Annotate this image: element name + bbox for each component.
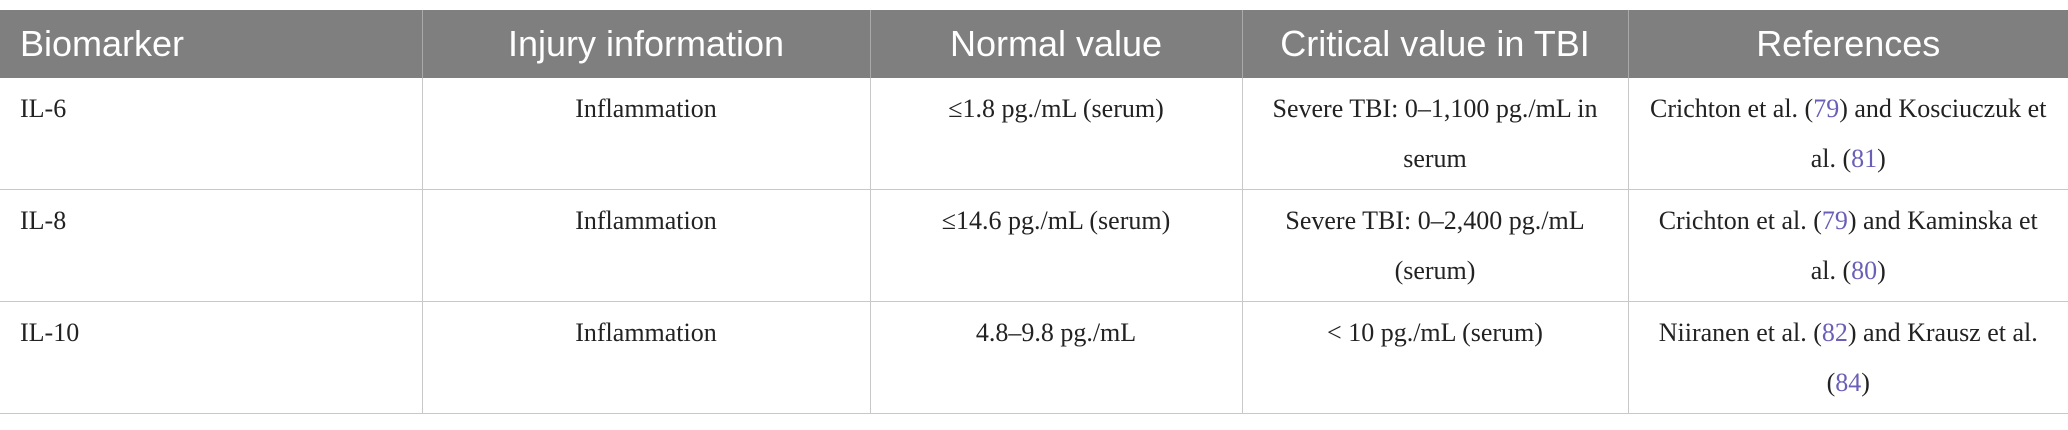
cell: Inflammation — [421, 189, 870, 302]
cell: Severe TBI: 0–1,100 pg./mL in serum — [1241, 78, 1628, 190]
table-row: IL-8 Inflammation ≤14.6 pg./mL (serum) Seve… — [0, 189, 2068, 302]
reference-link[interactable]: 80 — [1851, 256, 1878, 285]
text: ) and Kosciuczuk et al. ( — [1810, 94, 2047, 173]
text: Crichton et al. ( — [1658, 206, 1822, 235]
header-cell: Biomarker — [0, 10, 422, 78]
cell: ≤1.8 pg./mL (serum) — [869, 78, 1242, 190]
cell: IL-6 — [0, 78, 422, 190]
reference-link[interactable]: 81 — [1851, 144, 1878, 173]
cell: Crichton et al. (79) and Kosciuczuk et a… — [1627, 78, 2068, 190]
text: Niiranen et al. ( — [1658, 318, 1822, 347]
cell: ≤14.6 pg./mL (serum) — [869, 189, 1242, 302]
reference-link[interactable]: 79 — [1821, 206, 1848, 235]
cell: Niiranen et al. (82) and Krausz et al. (… — [1627, 301, 2068, 414]
header-cell: References — [1627, 10, 2068, 78]
header-row: Biomarker Injury information Normal value C… — [0, 10, 2068, 78]
cell: Inflammation — [421, 78, 870, 190]
table-row: IL-6 Inflammation ≤1.8 pg./mL (serum) Sever… — [0, 78, 2068, 190]
cell: IL-8 — [0, 189, 422, 302]
table: Biomarker Injury information Normal value C… — [0, 10, 2068, 414]
table-container: Biomarker Injury information Normal value C… — [0, 10, 2068, 414]
text: ) — [1861, 368, 1870, 397]
cell: 4.8–9.8 pg./mL — [869, 301, 1242, 414]
cell: < 10 pg./mL (serum) — [1241, 301, 1628, 414]
cell: Crichton et al. (79) and Kaminska et al.… — [1627, 189, 2068, 302]
cell: Inflammation — [421, 301, 870, 414]
text: ) — [1877, 144, 1886, 173]
reference-link[interactable]: 79 — [1813, 94, 1840, 123]
reference-link[interactable]: 84 — [1835, 368, 1862, 397]
reference-link[interactable]: 82 — [1821, 318, 1848, 347]
table-row: IL-10 Inflammation 4.8–9.8 pg./mL < 10 pg./… — [0, 301, 2068, 414]
text: Crichton et al. ( — [1650, 94, 1814, 123]
header-cell: Injury information — [421, 10, 870, 78]
cell: Severe TBI: 0–2,400 pg./mL (serum) — [1241, 189, 1628, 302]
header-cell: Normal value — [869, 10, 1242, 78]
text: ) — [1877, 256, 1886, 285]
text: ) and Krausz et al. ( — [1826, 318, 2038, 397]
text: ) and Kaminska et al. ( — [1810, 206, 2038, 285]
header-cell: Critical value in TBI — [1241, 10, 1628, 78]
cell: IL-10 — [0, 301, 422, 414]
